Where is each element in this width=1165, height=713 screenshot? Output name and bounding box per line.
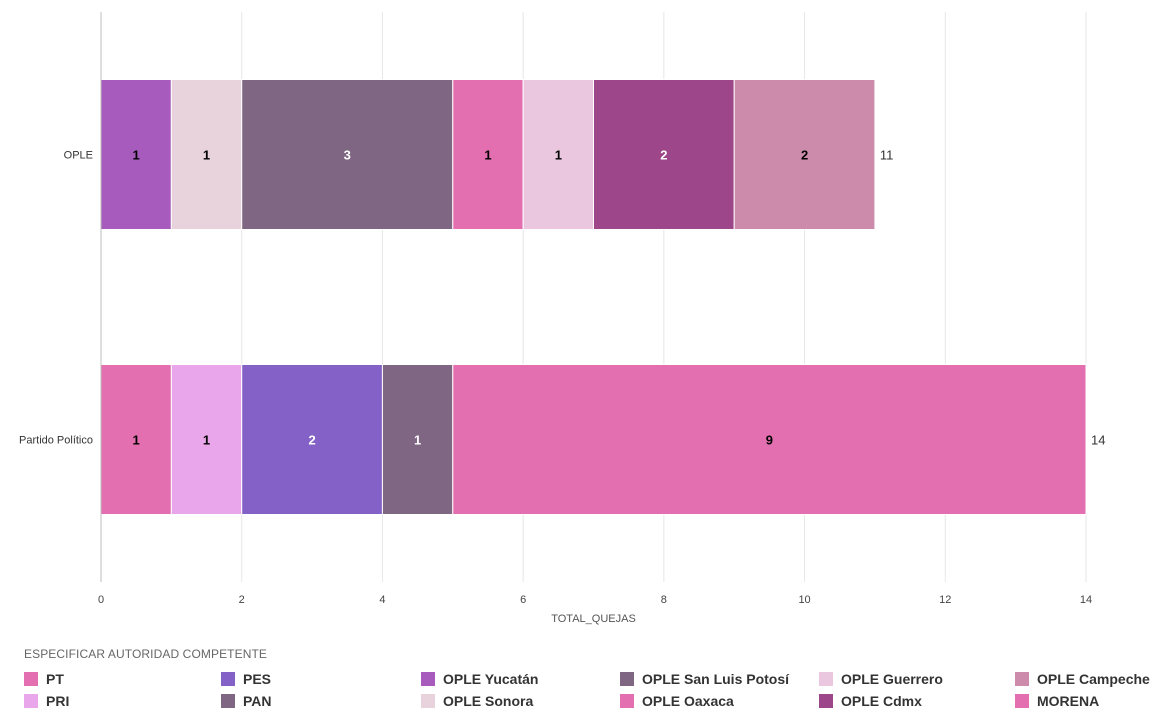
legend-swatch [421,694,435,708]
legend-label: OPLE San Luis Potosí [642,671,790,687]
legend-label: OPLE Campeche [1037,671,1150,687]
category-label: Partido Político [19,435,93,447]
bar-segment[interactable] [452,79,524,230]
data-label: 1 [133,433,140,448]
category-label: OPLE [64,150,93,162]
legend-label: OPLE Oaxaca [642,693,734,709]
legend: PT PES OPLE Yucatán OPLE San Luis Potosí OPL… [24,670,1165,710]
bar-segment[interactable] [733,79,876,230]
legend-item[interactable]: OPLE Yucatán [421,670,538,688]
legend-swatch [1015,672,1029,686]
legend-item[interactable]: OPLE Oaxaca [620,692,734,710]
bar-segment[interactable] [593,79,735,230]
data-label: 1 [484,148,491,163]
x-tick-label: 10 [798,594,810,606]
legend-label: PT [46,671,64,687]
legend-label: OPLE Cdmx [841,693,922,709]
legend-swatch [1015,694,1029,708]
x-tick-label: 6 [520,594,526,606]
legend-item[interactable]: OPLE Campeche [1015,670,1150,688]
data-label: 3 [344,148,351,163]
legend-item[interactable]: PT [24,670,64,688]
legend-swatch [24,694,38,708]
x-tick-label: 8 [661,594,667,606]
legend-item[interactable]: PRI [24,692,69,710]
x-tick-label: 2 [239,594,245,606]
legend-label: OPLE Yucatán [443,671,539,687]
legend-label: OPLE Guerrero [841,671,943,687]
data-label: 9 [766,433,773,448]
bar-segment[interactable] [522,79,595,230]
legend-swatch [221,694,235,708]
bar-segment[interactable] [170,364,243,515]
bar-segment[interactable] [100,364,172,515]
data-label: 1 [203,148,210,163]
legend-item[interactable]: PAN [221,692,272,710]
legend-swatch [221,672,235,686]
legend-label: PRI [46,693,70,709]
legend-item[interactable]: OPLE Sonora [421,692,533,710]
legend-item[interactable]: OPLE San Luis Potosí [620,670,789,688]
bar-segment[interactable] [170,79,243,230]
x-tick-label: 0 [98,594,104,606]
legend-item[interactable]: MORENA [1015,692,1099,710]
x-tick-label: 14 [1080,594,1092,606]
total-label: 14 [1091,433,1105,448]
legend-label: OPLE Sonora [443,693,534,709]
legend-label: MORENA [1037,693,1100,709]
x-tick-label: 12 [939,594,951,606]
legend-label: PAN [243,693,272,709]
legend-item[interactable]: PES [221,670,271,688]
legend-swatch [819,694,833,708]
data-label: 2 [660,148,667,163]
legend-swatch [819,672,833,686]
legend-swatch [620,672,634,686]
legend-label: PES [243,671,272,687]
data-label: 1 [203,433,210,448]
data-label: 1 [555,148,562,163]
data-label: 2 [308,433,315,448]
data-label: 2 [801,148,808,163]
data-label: 1 [133,148,140,163]
bar-segment[interactable] [381,364,454,515]
legend-title: ESPECIFICAR AUTORIDAD COMPETENTE [24,647,268,661]
legend-swatch [24,672,38,686]
legend-item[interactable]: OPLE Cdmx [819,692,922,710]
bar-segment[interactable] [241,79,454,230]
x-axis-label: TOTAL_QUEJAS [551,613,636,625]
bar-segment[interactable] [452,364,1087,515]
total-label: 11 [880,148,894,163]
bar-segment[interactable] [241,364,383,515]
legend-swatch [421,672,435,686]
legend-item[interactable]: OPLE Guerrero [819,670,943,688]
data-label: 1 [414,433,421,448]
legend-swatch [620,694,634,708]
x-tick-label: 4 [379,594,385,606]
